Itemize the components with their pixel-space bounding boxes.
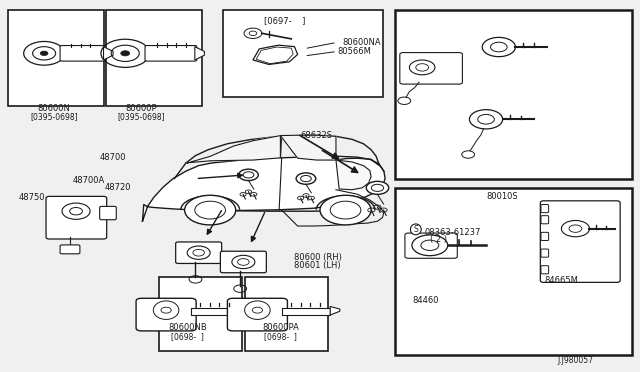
- Text: 84665M: 84665M: [545, 276, 579, 285]
- Polygon shape: [336, 160, 371, 190]
- Text: 80600NB: 80600NB: [168, 323, 207, 332]
- Text: 48700: 48700: [100, 153, 126, 161]
- Circle shape: [482, 37, 515, 57]
- FancyBboxPatch shape: [400, 52, 463, 84]
- Circle shape: [412, 235, 448, 256]
- Text: ( 2 ): ( 2 ): [430, 235, 447, 244]
- FancyBboxPatch shape: [220, 251, 266, 273]
- Circle shape: [239, 169, 259, 180]
- Circle shape: [121, 51, 130, 56]
- Text: J.J980057: J.J980057: [557, 356, 593, 365]
- FancyBboxPatch shape: [227, 298, 287, 331]
- Circle shape: [469, 110, 502, 129]
- Text: 80600PA: 80600PA: [262, 323, 299, 332]
- Circle shape: [366, 181, 388, 195]
- FancyBboxPatch shape: [60, 245, 80, 254]
- FancyBboxPatch shape: [282, 308, 330, 315]
- Polygon shape: [239, 307, 248, 315]
- Circle shape: [410, 60, 435, 75]
- FancyBboxPatch shape: [191, 308, 239, 315]
- Text: [0698-  ]: [0698- ]: [172, 332, 204, 341]
- Text: 08363-61237: 08363-61237: [424, 228, 481, 237]
- FancyBboxPatch shape: [136, 298, 196, 331]
- Circle shape: [40, 51, 48, 55]
- FancyBboxPatch shape: [396, 10, 632, 179]
- Circle shape: [187, 246, 210, 259]
- Polygon shape: [195, 46, 204, 60]
- Text: 84460: 84460: [413, 296, 439, 305]
- FancyBboxPatch shape: [145, 45, 196, 61]
- Text: 48720: 48720: [104, 183, 131, 192]
- FancyBboxPatch shape: [541, 266, 548, 274]
- Circle shape: [320, 195, 371, 225]
- FancyBboxPatch shape: [8, 10, 104, 106]
- Polygon shape: [104, 46, 113, 60]
- Text: 80600P: 80600P: [125, 104, 157, 113]
- Text: [0697-    ]: [0697- ]: [264, 17, 305, 26]
- Text: 80600NA: 80600NA: [342, 38, 381, 47]
- Polygon shape: [280, 135, 336, 160]
- FancyBboxPatch shape: [100, 206, 116, 220]
- Text: [0395-0698]: [0395-0698]: [117, 112, 165, 121]
- FancyBboxPatch shape: [541, 216, 548, 224]
- Text: 80601 (LH): 80601 (LH): [294, 261, 341, 270]
- Circle shape: [244, 28, 262, 38]
- Text: [0698-  ]: [0698- ]: [264, 332, 297, 341]
- Circle shape: [232, 255, 255, 269]
- FancyBboxPatch shape: [540, 201, 620, 282]
- Circle shape: [296, 173, 316, 184]
- Text: 80600 (RH): 80600 (RH): [294, 253, 342, 262]
- Text: 80600N: 80600N: [37, 104, 70, 113]
- Text: S: S: [413, 225, 418, 234]
- Text: 80010S: 80010S: [486, 192, 518, 201]
- Text: 48700A: 48700A: [72, 176, 104, 185]
- Circle shape: [62, 203, 90, 219]
- FancyBboxPatch shape: [223, 10, 383, 97]
- Text: [0395-0698]: [0395-0698]: [30, 112, 77, 121]
- FancyBboxPatch shape: [244, 277, 328, 351]
- Polygon shape: [186, 136, 280, 163]
- Polygon shape: [143, 156, 385, 221]
- Text: 80566M: 80566M: [337, 46, 371, 55]
- Polygon shape: [330, 307, 340, 315]
- Text: 68632S: 68632S: [301, 131, 333, 141]
- Circle shape: [184, 195, 236, 225]
- FancyBboxPatch shape: [541, 249, 548, 257]
- FancyBboxPatch shape: [541, 205, 548, 213]
- Circle shape: [561, 221, 589, 237]
- FancyBboxPatch shape: [175, 242, 221, 263]
- FancyBboxPatch shape: [46, 196, 107, 239]
- FancyBboxPatch shape: [106, 10, 202, 106]
- Text: 48750: 48750: [19, 193, 45, 202]
- FancyBboxPatch shape: [396, 188, 632, 355]
- FancyBboxPatch shape: [60, 45, 106, 61]
- Polygon shape: [253, 45, 298, 64]
- FancyBboxPatch shape: [159, 277, 242, 351]
- FancyBboxPatch shape: [541, 232, 548, 240]
